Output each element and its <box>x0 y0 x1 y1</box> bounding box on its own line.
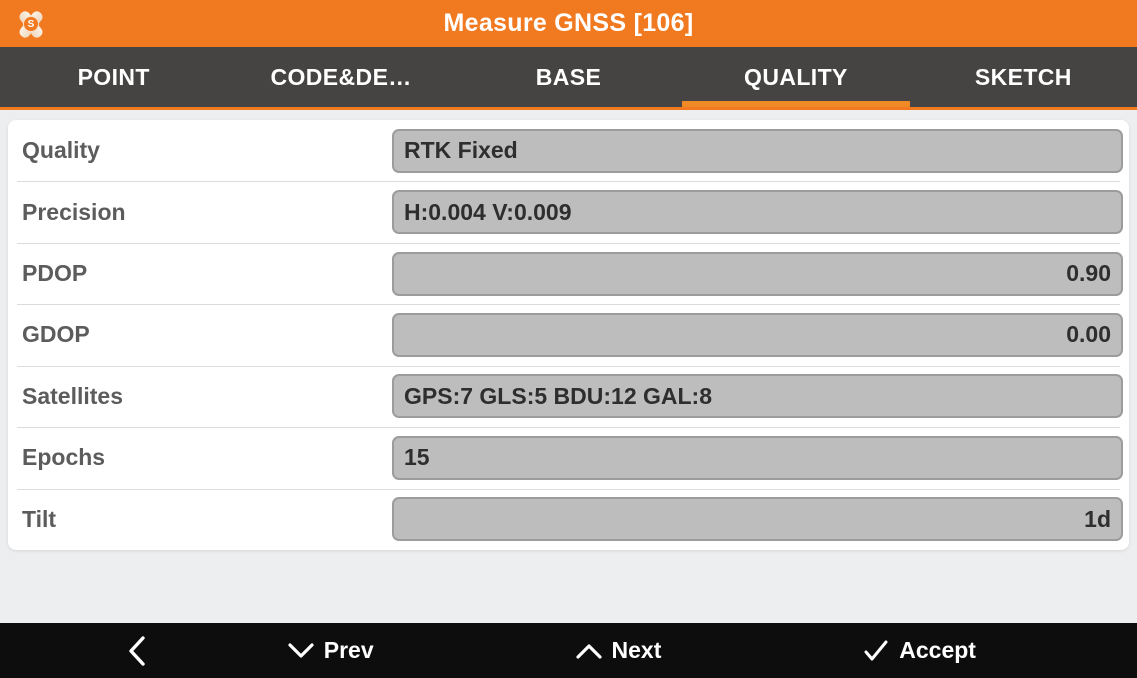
accept-button[interactable]: Accept <box>863 637 976 664</box>
check-icon <box>863 640 889 662</box>
quality-label: Quality <box>22 137 100 164</box>
epochs-label: Epochs <box>22 444 106 471</box>
gdop-value-field: 0.00 <box>392 312 1123 357</box>
stonex-x-logo-icon: S <box>10 4 52 43</box>
logo-s-badge: S <box>23 16 39 32</box>
quality-info-panel: Quality RTK Fixed Precision H:0.004 V:0.… <box>8 120 1129 550</box>
quality-value-field: RTK Fixed <box>392 128 1123 173</box>
precision-row: Precision H:0.004 V:0.009 <box>8 181 1129 242</box>
gdop-label: GDOP <box>22 321 90 348</box>
epochs-value-field: 15 <box>392 435 1123 480</box>
satellites-value-field: GPS:7 GLS:5 BDU:12 GAL:8 <box>392 374 1123 419</box>
pdop-label: PDOP <box>22 260 88 287</box>
tab-base[interactable]: BASE <box>535 63 602 90</box>
chevron-up-icon <box>575 643 602 659</box>
tilt-row: Tilt 1d <box>8 488 1129 550</box>
next-button[interactable]: Next <box>575 637 662 664</box>
back-button[interactable] <box>127 635 147 667</box>
page-title: Measure GNSS [106] <box>443 9 694 37</box>
quality-tab-content: Quality RTK Fixed Precision H:0.004 V:0.… <box>0 110 1137 623</box>
pdop-value-field: 0.90 <box>392 251 1123 296</box>
next-button-label: Next <box>611 637 662 663</box>
pdop-row: PDOP 0.90 <box>8 242 1129 304</box>
title-bar: S Measure GNSS [106] <box>0 0 1137 47</box>
tilt-value-field: 1d <box>392 497 1123 542</box>
accept-button-label: Accept <box>899 637 976 663</box>
tab-code-description[interactable]: CODE&DE… <box>270 63 412 90</box>
chevron-down-icon <box>288 642 314 659</box>
satellites-label: Satellites <box>22 382 123 409</box>
chevron-left-icon <box>127 635 147 667</box>
bottom-action-bar: Prev Next Accept <box>0 623 1137 678</box>
tab-sketch[interactable]: SKETCH <box>974 63 1072 90</box>
precision-value-field: H:0.004 V:0.009 <box>392 190 1123 235</box>
satellites-row: Satellites GPS:7 GLS:5 BDU:12 GAL:8 <box>8 365 1129 427</box>
tilt-label: Tilt <box>22 505 57 532</box>
tab-point[interactable]: POINT <box>77 63 150 90</box>
tab-quality[interactable]: QUALITY <box>682 47 910 107</box>
precision-label: Precision <box>22 198 126 225</box>
epochs-row: Epochs 15 <box>8 427 1129 488</box>
prev-button[interactable]: Prev <box>288 637 374 664</box>
gdop-row: GDOP 0.00 <box>8 304 1129 365</box>
tab-bar: POINT CODE&DE… BASE QUALITY SKETCH <box>0 47 1137 110</box>
prev-button-label: Prev <box>323 637 374 663</box>
quality-row: Quality RTK Fixed <box>8 120 1129 181</box>
